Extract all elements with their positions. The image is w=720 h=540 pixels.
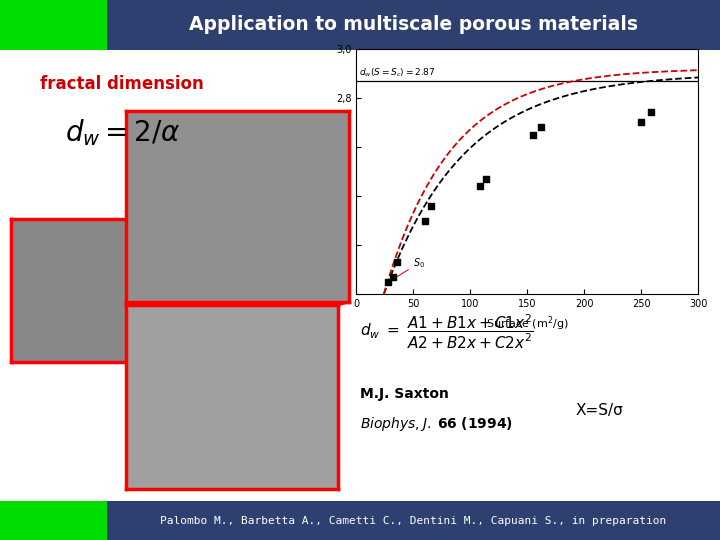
Point bbox=[387, 273, 399, 281]
Text: fractal dimension: fractal dimension bbox=[40, 75, 203, 93]
Text: $d_w = 2/\alpha$: $d_w = 2/\alpha$ bbox=[65, 117, 180, 148]
Point bbox=[382, 278, 394, 286]
Text: $d_w\ =\ \dfrac{A1+B1x+C1x^2}{A2+B2x+C2x^2}$: $d_w\ =\ \dfrac{A1+B1x+C1x^2}{A2+B2x+C2x… bbox=[360, 313, 534, 351]
Point bbox=[425, 201, 436, 210]
Point bbox=[636, 118, 647, 126]
Text: Palombo M., Barbetta A., Cametti C., Dentini M., Capuani S., in preparation: Palombo M., Barbetta A., Cametti C., Den… bbox=[160, 516, 667, 525]
Y-axis label: $d_w$: $d_w$ bbox=[313, 156, 330, 172]
Point bbox=[481, 174, 492, 183]
Point bbox=[392, 258, 403, 267]
Text: $\it{Biophys, J.}$ $\bf{66}$ $\bf{(1994)}$: $\it{Biophys, J.}$ $\bf{66}$ $\bf{(1994)… bbox=[360, 415, 513, 433]
Point bbox=[419, 217, 431, 225]
Text: $S_0$: $S_0$ bbox=[392, 256, 426, 280]
Point bbox=[474, 182, 485, 191]
Text: Application to multiscale porous materials: Application to multiscale porous materia… bbox=[189, 15, 638, 35]
X-axis label: Surface (m$^2$/g): Surface (m$^2$/g) bbox=[486, 315, 569, 333]
Text: X=S/σ: X=S/σ bbox=[576, 403, 624, 418]
Point bbox=[535, 123, 547, 132]
Text: $d_w(S=S_c)=2.87$: $d_w(S=S_c)=2.87$ bbox=[359, 67, 435, 79]
Text: M.J. Saxton: M.J. Saxton bbox=[360, 387, 449, 401]
Point bbox=[645, 108, 657, 117]
Point bbox=[527, 130, 539, 139]
